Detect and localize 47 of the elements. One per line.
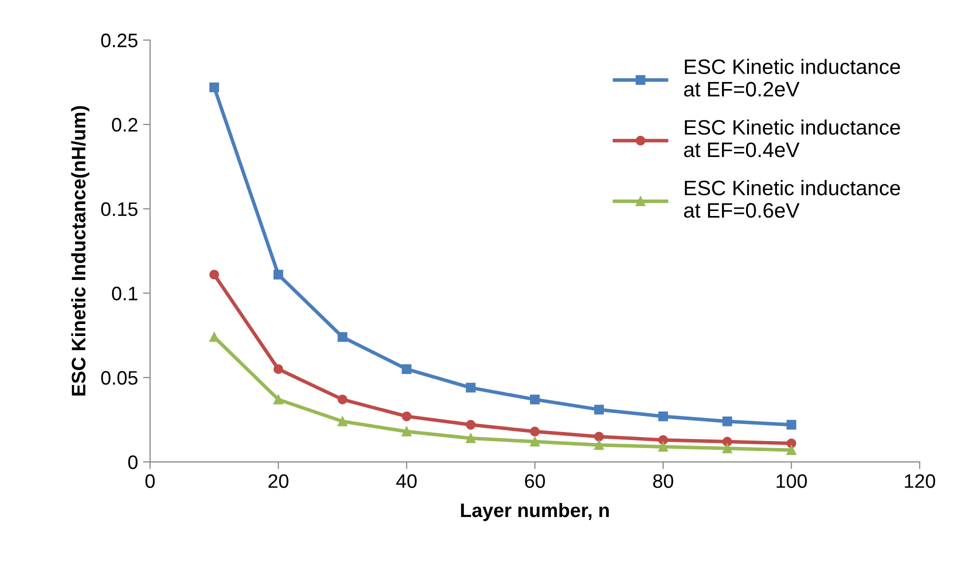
legend-label: ESC Kinetic inductance at EF=0.2eV bbox=[684, 58, 900, 97]
x-tick-label: 40 bbox=[396, 474, 417, 488]
point bbox=[594, 440, 604, 450]
point bbox=[594, 404, 604, 414]
point bbox=[658, 442, 668, 452]
point bbox=[786, 438, 796, 448]
point bbox=[209, 82, 220, 92]
x-tick-label: 0 bbox=[145, 474, 155, 488]
y-tick-label: 0 bbox=[128, 455, 138, 470]
point bbox=[786, 420, 796, 430]
x-tick-label: 120 bbox=[904, 474, 936, 488]
point bbox=[786, 445, 796, 455]
point bbox=[338, 332, 348, 342]
x-axis-title: Layer number, n bbox=[461, 502, 609, 522]
point bbox=[594, 432, 604, 442]
x-tick-label: 100 bbox=[776, 474, 807, 488]
y-tick-label: 0.2 bbox=[112, 118, 138, 132]
point bbox=[466, 433, 476, 444]
point bbox=[722, 444, 732, 454]
y-tick-label: 0.15 bbox=[101, 202, 138, 216]
point bbox=[273, 270, 284, 280]
point bbox=[338, 394, 348, 404]
y-tick-label: 0.05 bbox=[101, 371, 138, 385]
y-tick-label: 0.25 bbox=[101, 34, 138, 48]
point bbox=[530, 394, 540, 404]
point bbox=[658, 435, 668, 445]
point bbox=[530, 426, 540, 436]
point bbox=[466, 382, 476, 393]
point bbox=[338, 416, 348, 426]
point bbox=[273, 364, 284, 374]
point bbox=[722, 416, 732, 426]
point bbox=[402, 411, 412, 422]
point bbox=[658, 411, 668, 422]
legend-label: ESC Kinetic inductance at EF=0.4eV bbox=[684, 119, 900, 158]
point bbox=[402, 426, 412, 436]
point bbox=[273, 394, 284, 404]
point bbox=[530, 436, 540, 447]
point bbox=[466, 420, 476, 430]
x-tick-label: 20 bbox=[268, 474, 288, 488]
point bbox=[209, 332, 220, 342]
point bbox=[402, 364, 412, 374]
x-tick-label: 80 bbox=[653, 474, 674, 488]
y-axis-title: ESC Kinetic Inductance(nH/um) bbox=[71, 106, 90, 396]
legend-label: ESC Kinetic inductance at EF=0.6eV bbox=[684, 180, 900, 218]
x-tick-label: 60 bbox=[525, 474, 545, 488]
y-tick-label: 0.1 bbox=[112, 286, 138, 300]
point bbox=[209, 270, 220, 280]
